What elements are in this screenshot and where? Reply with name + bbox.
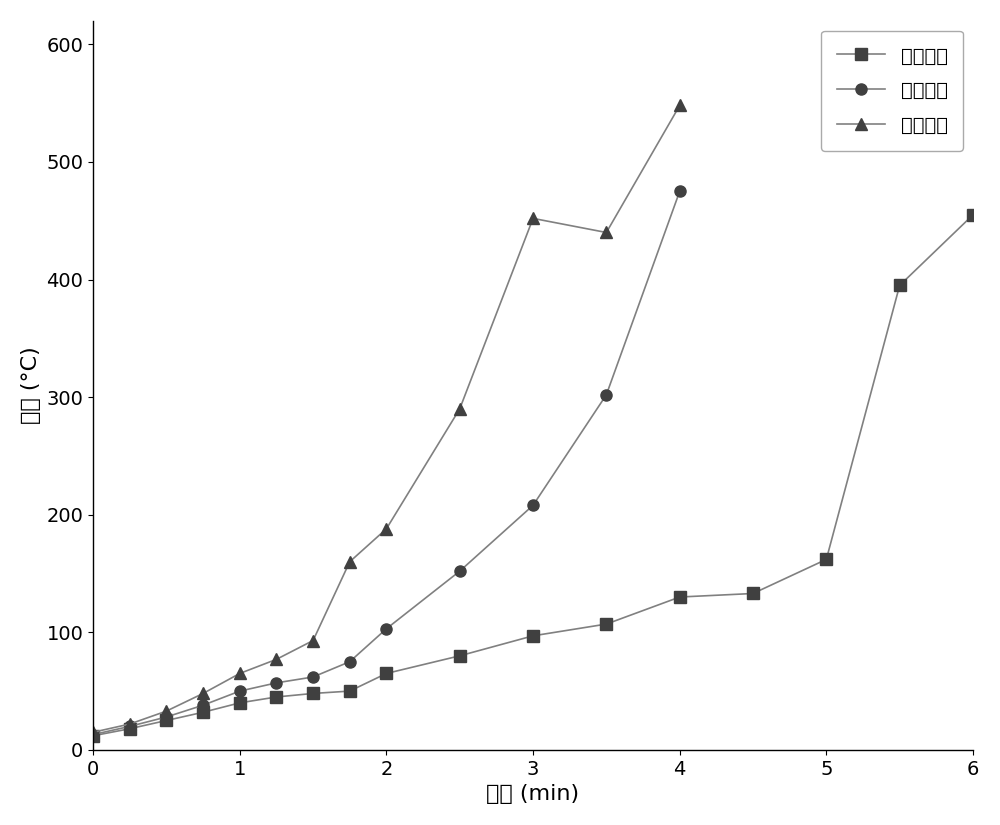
负载三次 bbox=[600, 228, 612, 238]
负载三次 bbox=[344, 557, 356, 567]
负载一次 bbox=[674, 592, 686, 602]
负载一次 bbox=[124, 724, 136, 733]
负载两次 bbox=[160, 712, 172, 722]
负载三次 bbox=[160, 706, 172, 716]
负载一次 bbox=[344, 686, 356, 696]
X-axis label: 时间 (min): 时间 (min) bbox=[486, 785, 580, 804]
负载三次 bbox=[527, 214, 539, 224]
负载一次 bbox=[234, 698, 246, 708]
负载三次 bbox=[87, 728, 99, 738]
负载一次 bbox=[967, 210, 979, 219]
负载两次 bbox=[234, 686, 246, 696]
负载一次 bbox=[197, 707, 209, 717]
负载两次 bbox=[600, 390, 612, 400]
负载一次 bbox=[307, 689, 319, 699]
负载一次 bbox=[747, 588, 759, 598]
负载两次 bbox=[527, 500, 539, 510]
负载三次 bbox=[234, 668, 246, 678]
负载两次 bbox=[674, 186, 686, 196]
Legend: 负载一次, 负载两次, 负载三次: 负载一次, 负载两次, 负载三次 bbox=[821, 31, 963, 151]
负载一次 bbox=[380, 668, 392, 678]
Line: 负载一次: 负载一次 bbox=[88, 210, 979, 742]
负载三次 bbox=[674, 101, 686, 111]
负载一次 bbox=[894, 280, 906, 290]
负载一次 bbox=[600, 619, 612, 629]
负载一次 bbox=[160, 715, 172, 725]
负载两次 bbox=[197, 700, 209, 710]
负载两次 bbox=[87, 729, 99, 739]
负载两次 bbox=[344, 657, 356, 667]
Line: 负载三次: 负载三次 bbox=[88, 100, 685, 738]
Line: 负载两次: 负载两次 bbox=[88, 186, 685, 740]
负载三次 bbox=[454, 404, 466, 414]
负载一次 bbox=[270, 692, 282, 702]
负载两次 bbox=[380, 624, 392, 634]
负载两次 bbox=[454, 566, 466, 576]
负载一次 bbox=[820, 554, 832, 564]
负载两次 bbox=[124, 721, 136, 731]
负载一次 bbox=[527, 631, 539, 641]
Y-axis label: 温度 (°C): 温度 (°C) bbox=[21, 346, 41, 424]
负载一次 bbox=[454, 651, 466, 661]
负载两次 bbox=[270, 678, 282, 688]
负载三次 bbox=[197, 689, 209, 699]
负载两次 bbox=[307, 672, 319, 682]
负载三次 bbox=[307, 635, 319, 645]
负载三次 bbox=[380, 524, 392, 534]
负载三次 bbox=[124, 719, 136, 729]
负载三次 bbox=[270, 654, 282, 664]
负载一次 bbox=[87, 731, 99, 741]
